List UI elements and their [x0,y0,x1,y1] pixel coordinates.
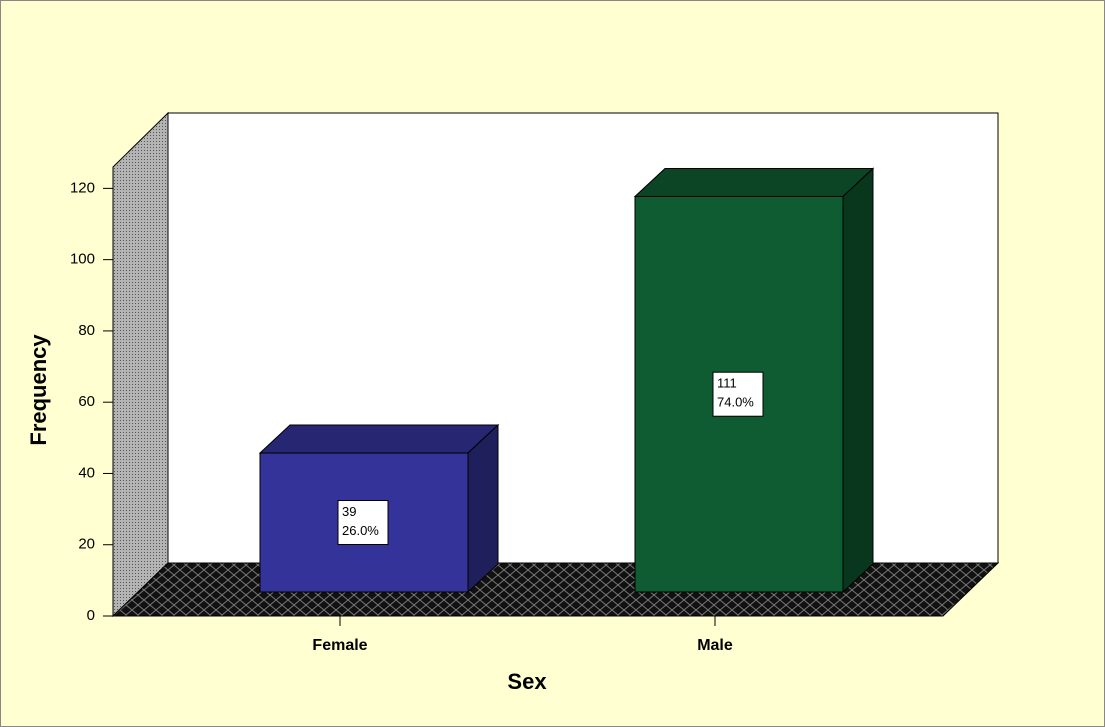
y-axis-title: Frequency [26,334,51,446]
y-tick-label: 40 [78,464,95,481]
bar-top [633,167,875,197]
bar-side [842,167,874,594]
data-label-box [337,500,389,546]
y-tick-label: 120 [70,179,95,196]
y-tick-label: 0 [87,607,95,624]
y-tick-label: 80 [78,322,95,339]
percent-label: 26.0% [342,523,379,538]
x-tick-label: Male [697,637,733,654]
bar-side [467,423,499,594]
data-label: 39 [342,504,356,519]
data-label-box [712,371,764,417]
data-label: 111 [717,376,737,391]
y-tick-label: 100 [70,251,95,268]
x-axis-title: Sex [507,669,547,694]
bar-top [258,424,500,454]
percent-label: 74.0% [717,395,754,410]
y-tick-label: 20 [78,536,95,553]
left-wall [112,111,169,618]
y-tick-label: 60 [78,393,95,410]
x-tick-label: Female [312,637,367,654]
